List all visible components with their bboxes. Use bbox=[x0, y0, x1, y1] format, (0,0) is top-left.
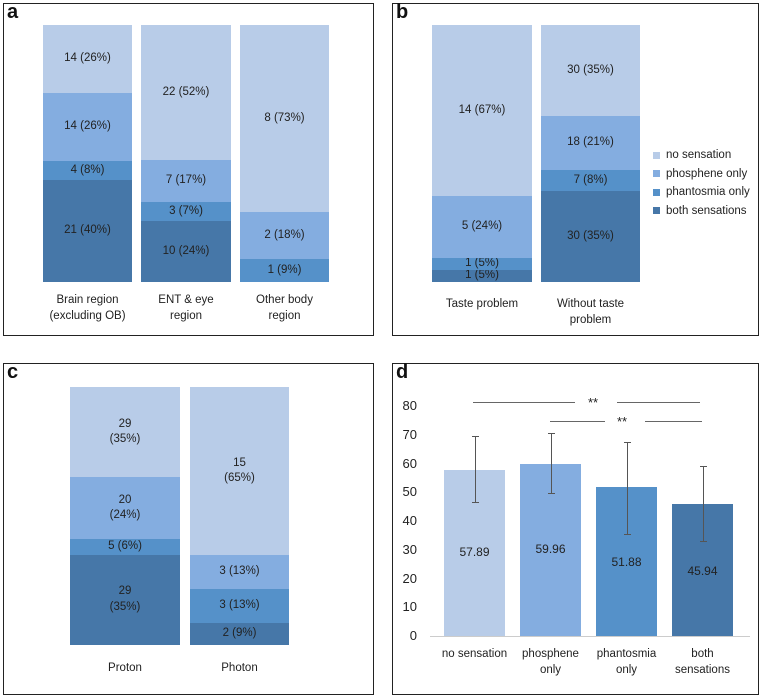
bar-segment-phantosmia-only: 1 (5%) bbox=[432, 257, 532, 270]
bar-segment-phantosmia-only: 4 (8%) bbox=[43, 160, 132, 181]
bar-segment-phosphene-only: 14 (26%) bbox=[43, 92, 132, 161]
panel-b bbox=[392, 3, 759, 336]
bar-segment-phantosmia-only: 3 (7%) bbox=[141, 202, 231, 221]
panel-a bbox=[3, 3, 374, 336]
error-cap bbox=[699, 466, 707, 468]
bar-segment-phantosmia-only: 7 (8%) bbox=[541, 170, 640, 192]
bar-segment-no-sensation: 29 (35%) bbox=[70, 387, 180, 478]
y-tick-label: 60 bbox=[402, 455, 417, 471]
bar-segment-no-sensation: 14 (26%) bbox=[43, 25, 132, 93]
bar-segment-no-sensation: 15 (65%) bbox=[190, 387, 289, 556]
y-tick-label: 50 bbox=[402, 484, 417, 500]
legend-swatch bbox=[653, 170, 660, 177]
category-label: Brain region (excluding OB) bbox=[49, 294, 126, 322]
category-label: phantosmia only bbox=[596, 648, 657, 676]
error-bar bbox=[702, 466, 704, 542]
error-cap bbox=[623, 533, 631, 535]
bar-segment-both-sensations: 21 (40%) bbox=[43, 180, 132, 282]
bar-segment-phosphene-only: 20 (24%) bbox=[70, 477, 180, 540]
category-label: Proton bbox=[108, 662, 142, 674]
panel-label: b bbox=[396, 1, 409, 23]
error-bar bbox=[474, 435, 476, 503]
significance-label: ** bbox=[588, 395, 599, 410]
bar-segment-phantosmia-only: 1 (9%) bbox=[240, 258, 329, 282]
error-cap bbox=[471, 435, 479, 437]
legend-item: both sensations bbox=[653, 205, 747, 217]
significance-line bbox=[473, 402, 575, 403]
legend-swatch bbox=[653, 207, 660, 214]
category-label: Taste problem bbox=[445, 298, 519, 310]
legend-swatch bbox=[653, 151, 660, 159]
bar-value-label: 45.94 bbox=[687, 564, 718, 579]
category-label: both sensations bbox=[675, 648, 730, 676]
category-label: Photon bbox=[221, 662, 258, 674]
bar-segment-both-sensations: 10 (24%) bbox=[141, 220, 231, 282]
error-cap bbox=[547, 433, 555, 435]
bar-segment-phosphene-only: 5 (24%) bbox=[432, 196, 532, 258]
legend-label: both sensations bbox=[666, 204, 747, 217]
error-cap bbox=[471, 502, 479, 504]
bar-segment-phosphene-only: 7 (17%) bbox=[141, 159, 231, 203]
bar-segment-both-sensations: 30 (35%) bbox=[541, 191, 640, 282]
bar-segment-phosphene-only: 18 (21%) bbox=[541, 115, 640, 171]
panel-label: d bbox=[396, 361, 409, 383]
error-cap bbox=[699, 541, 707, 543]
legend-swatch bbox=[653, 188, 660, 196]
significance-label: ** bbox=[617, 414, 628, 429]
y-tick-label: 40 bbox=[402, 513, 417, 528]
bar-segment-both-sensations: 29 (35%) bbox=[70, 554, 180, 645]
y-tick-label: 30 bbox=[402, 541, 417, 557]
x-axis bbox=[430, 636, 750, 637]
category-label: no sensation bbox=[441, 648, 508, 660]
legend-label: phosphene only bbox=[666, 167, 748, 180]
significance-line bbox=[645, 421, 702, 422]
category-label: phosphene only bbox=[522, 648, 579, 676]
bar-segment-no-sensation: 30 (35%) bbox=[541, 25, 640, 116]
y-tick-label: 70 bbox=[402, 426, 417, 442]
significance-line bbox=[550, 421, 605, 422]
legend-label: phantosmia only bbox=[666, 186, 750, 198]
panel-label: c bbox=[7, 361, 19, 383]
bar-segment-phantosmia-only: 3 (13%) bbox=[190, 588, 289, 623]
y-tick-label: 20 bbox=[402, 570, 417, 586]
bar-value-label: 57.89 bbox=[459, 545, 490, 560]
legend-label: no sensation bbox=[666, 149, 732, 161]
panel-label: a bbox=[7, 1, 19, 23]
y-tick-label: 80 bbox=[402, 398, 417, 413]
bar-segment-no-sensation: 8 (73%) bbox=[240, 25, 329, 212]
bar-segment-phantosmia-only: 5 (6%) bbox=[70, 539, 180, 555]
error-bar bbox=[626, 441, 628, 534]
category-label: Without taste problem bbox=[556, 298, 625, 326]
legend-item: phantosmia only bbox=[653, 186, 750, 198]
y-tick-label: 10 bbox=[402, 599, 417, 615]
y-tick-label: 0 bbox=[409, 628, 417, 643]
category-label: ENT & eye region bbox=[158, 294, 214, 322]
bar-segment-no-sensation: 14 (67%) bbox=[432, 25, 532, 197]
legend-item: phosphene only bbox=[653, 168, 747, 180]
bar-segment-phosphene-only: 2 (18%) bbox=[240, 211, 329, 259]
error-cap bbox=[547, 492, 555, 494]
bar-segment-phosphene-only: 3 (13%) bbox=[190, 555, 289, 589]
error-bar bbox=[550, 433, 552, 493]
error-cap bbox=[623, 441, 631, 443]
significance-line bbox=[617, 402, 700, 403]
panel-c bbox=[3, 363, 374, 695]
bar-value-label: 59.96 bbox=[535, 542, 566, 557]
bar-value-label: 51.88 bbox=[611, 554, 642, 569]
legend-item: no sensation bbox=[653, 149, 731, 161]
bar-segment-both-sensations: 2 (9%) bbox=[190, 622, 289, 645]
category-label: Other body region bbox=[256, 294, 313, 322]
bar-segment-no-sensation: 22 (52%) bbox=[141, 25, 231, 160]
bar-segment-both-sensations: 1 (5%) bbox=[432, 269, 532, 282]
